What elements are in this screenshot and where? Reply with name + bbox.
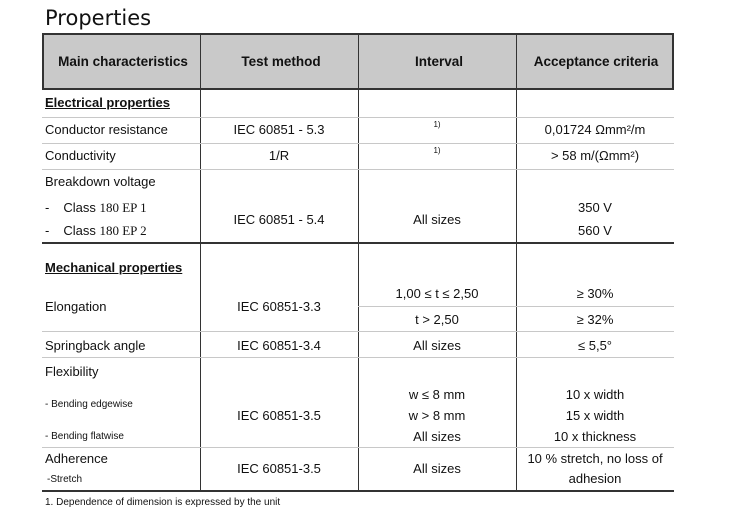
cell-interval: 1,00 ≤ t ≤ 2,50 [395, 286, 479, 301]
cell-criteria: adhesion [568, 471, 622, 486]
cell-criteria: ≥ 32% [576, 312, 614, 327]
column-divider [200, 33, 201, 491]
table-bottom-border [42, 490, 674, 492]
cell-criteria: 15 x width [565, 408, 625, 423]
cell-criteria: 10 % stretch, no loss of [527, 451, 663, 466]
row-divider [42, 447, 674, 448]
row-sublabel-bending-edgewise: - Bending edgewise [45, 399, 133, 410]
header-main-characteristics: Main characteristics [58, 54, 188, 69]
row-divider [358, 306, 674, 307]
class-value: 180 EP 2 [99, 223, 147, 238]
cell-criteria: ≥ 30% [576, 286, 614, 301]
row-label-springback-angle: Springback angle [45, 338, 146, 353]
header-interval: Interval [414, 54, 464, 69]
cell-method: 1/R [268, 148, 290, 163]
row-label-adherence: Adherence [45, 451, 108, 466]
row-label-class-1: - Class 180 EP 1 [45, 200, 147, 216]
cell-method: IEC 60851-3.5 [237, 461, 321, 476]
header-test-method: Test method [241, 54, 321, 69]
row-sublabel-stretch: -Stretch [47, 474, 83, 485]
cell-criteria: 10 x thickness [553, 429, 637, 444]
class-prefix: Class [63, 200, 100, 215]
footnote: 1. Dependence of dimension is expressed … [45, 497, 281, 508]
row-divider [42, 143, 674, 144]
class-value: 180 EP 1 [99, 200, 147, 215]
cell-method: IEC 60851 - 5.3 [233, 122, 325, 137]
cell-criteria: 10 x width [565, 387, 625, 402]
cell-interval: All sizes [413, 212, 461, 227]
row-label-flexibility: Flexibility [45, 364, 99, 379]
dash: - [45, 223, 50, 238]
row-label-class-2: - Class 180 EP 2 [45, 223, 147, 239]
column-divider [358, 33, 359, 491]
cell-interval: All sizes [413, 429, 461, 444]
row-label-conductivity: Conductivity [45, 148, 116, 163]
cell-method: IEC 60851-3.4 [237, 338, 321, 353]
header-acceptance-criteria: Acceptance criteria [533, 54, 659, 69]
row-divider [42, 357, 674, 358]
page-title: Properties [45, 6, 152, 30]
cell-criteria: 350 V [578, 200, 612, 215]
row-divider [42, 331, 674, 332]
cell-criteria: > 58 m/(Ωmm²) [550, 148, 640, 163]
cell-criteria: 0,01724 Ωmm²/m [544, 122, 646, 137]
cell-interval: w ≤ 8 mm [408, 387, 466, 402]
section-mechanical: Mechanical properties [45, 260, 183, 275]
cell-method: IEC 60851 - 5.4 [233, 212, 325, 227]
row-divider [42, 169, 674, 170]
dash: - [45, 200, 50, 215]
section-divider [42, 242, 674, 244]
row-label-conductor-resistance: Conductor resistance [45, 122, 168, 137]
class-prefix: Class [63, 223, 100, 238]
cell-method: IEC 60851-3.3 [237, 299, 321, 314]
cell-interval: w > 8 mm [408, 408, 466, 423]
cell-interval: t > 2,50 [415, 312, 459, 327]
cell-interval-footnote-ref: 1) [433, 146, 441, 155]
cell-criteria: 560 V [578, 223, 612, 238]
row-sublabel-bending-flatwise: - Bending flatwise [45, 431, 124, 442]
row-label-elongation: Elongation [45, 299, 107, 314]
cell-interval-footnote-ref: 1) [433, 120, 441, 129]
column-divider [516, 33, 517, 491]
section-electrical: Electrical properties [45, 95, 170, 110]
cell-interval: All sizes [413, 461, 461, 476]
row-label-breakdown-voltage: Breakdown voltage [45, 174, 156, 189]
cell-interval: All sizes [413, 338, 461, 353]
cell-method: IEC 60851-3.5 [237, 408, 321, 423]
cell-criteria: ≤ 5,5° [577, 338, 613, 353]
row-divider [42, 117, 674, 118]
